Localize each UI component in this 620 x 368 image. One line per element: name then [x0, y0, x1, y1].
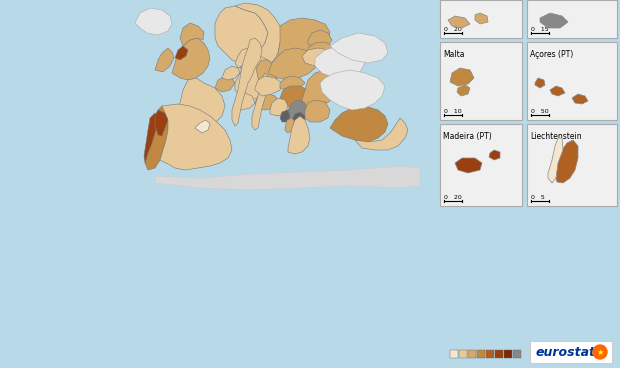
Bar — [440, 42, 522, 120]
Polygon shape — [572, 94, 588, 104]
Bar — [486, 350, 494, 358]
Polygon shape — [280, 86, 310, 108]
Polygon shape — [308, 30, 332, 48]
Polygon shape — [235, 48, 252, 68]
Polygon shape — [308, 42, 335, 60]
Text: 0   20: 0 20 — [444, 27, 462, 32]
Text: 0   20: 0 20 — [444, 195, 462, 200]
Polygon shape — [175, 78, 225, 130]
Polygon shape — [256, 60, 278, 96]
Polygon shape — [235, 3, 282, 76]
Bar — [530, 341, 612, 363]
Text: Madeira (PT): Madeira (PT) — [443, 132, 492, 141]
Polygon shape — [330, 33, 388, 63]
Text: 0   10: 0 10 — [444, 109, 462, 114]
Polygon shape — [448, 16, 470, 28]
Polygon shape — [535, 78, 545, 88]
Polygon shape — [135, 8, 172, 35]
Polygon shape — [302, 70, 342, 108]
Text: Malta: Malta — [443, 50, 464, 59]
Polygon shape — [232, 38, 262, 126]
Polygon shape — [215, 6, 268, 63]
Polygon shape — [355, 118, 408, 150]
Bar — [468, 350, 476, 358]
Bar — [513, 350, 521, 358]
Text: Liechtenstein: Liechtenstein — [530, 132, 582, 141]
Polygon shape — [475, 13, 488, 24]
Polygon shape — [489, 150, 500, 160]
Polygon shape — [180, 23, 204, 46]
Polygon shape — [556, 140, 578, 183]
Circle shape — [593, 345, 607, 359]
Polygon shape — [155, 48, 174, 72]
Polygon shape — [255, 93, 280, 110]
Bar — [527, 0, 617, 38]
Polygon shape — [330, 106, 388, 142]
Polygon shape — [292, 112, 305, 126]
Polygon shape — [278, 18, 330, 73]
Text: 0   5: 0 5 — [531, 195, 545, 200]
Polygon shape — [155, 166, 420, 190]
Text: 0   15: 0 15 — [531, 27, 549, 32]
Polygon shape — [548, 138, 563, 183]
Polygon shape — [145, 106, 168, 170]
Polygon shape — [285, 118, 295, 133]
Bar — [527, 42, 617, 120]
Polygon shape — [195, 120, 210, 133]
Polygon shape — [285, 100, 308, 126]
Polygon shape — [550, 86, 565, 96]
Polygon shape — [280, 76, 305, 90]
Polygon shape — [455, 158, 482, 173]
Polygon shape — [215, 76, 235, 92]
Polygon shape — [172, 38, 210, 80]
Polygon shape — [315, 46, 365, 78]
Bar — [477, 350, 485, 358]
Polygon shape — [255, 76, 282, 96]
Polygon shape — [320, 70, 385, 110]
Polygon shape — [222, 66, 240, 80]
Polygon shape — [144, 113, 160, 163]
Polygon shape — [457, 85, 470, 96]
Bar — [495, 350, 503, 358]
Text: ★: ★ — [596, 347, 604, 357]
Polygon shape — [175, 46, 188, 60]
Polygon shape — [288, 116, 310, 154]
Polygon shape — [280, 110, 290, 122]
Polygon shape — [450, 68, 474, 86]
Bar — [459, 350, 467, 358]
Bar — [450, 350, 458, 358]
Polygon shape — [252, 73, 270, 130]
Bar — [527, 124, 617, 206]
Polygon shape — [268, 48, 318, 80]
Polygon shape — [302, 48, 330, 66]
Text: 0   50: 0 50 — [531, 109, 549, 114]
Polygon shape — [540, 13, 568, 28]
Text: eurostat: eurostat — [536, 346, 596, 358]
Bar — [440, 0, 522, 38]
Polygon shape — [235, 93, 255, 110]
Bar — [504, 350, 512, 358]
Polygon shape — [160, 104, 232, 170]
Bar — [440, 124, 522, 206]
Polygon shape — [270, 98, 288, 116]
Polygon shape — [305, 100, 330, 122]
Polygon shape — [155, 110, 168, 136]
Polygon shape — [235, 56, 278, 100]
Text: Açores (PT): Açores (PT) — [530, 50, 574, 59]
